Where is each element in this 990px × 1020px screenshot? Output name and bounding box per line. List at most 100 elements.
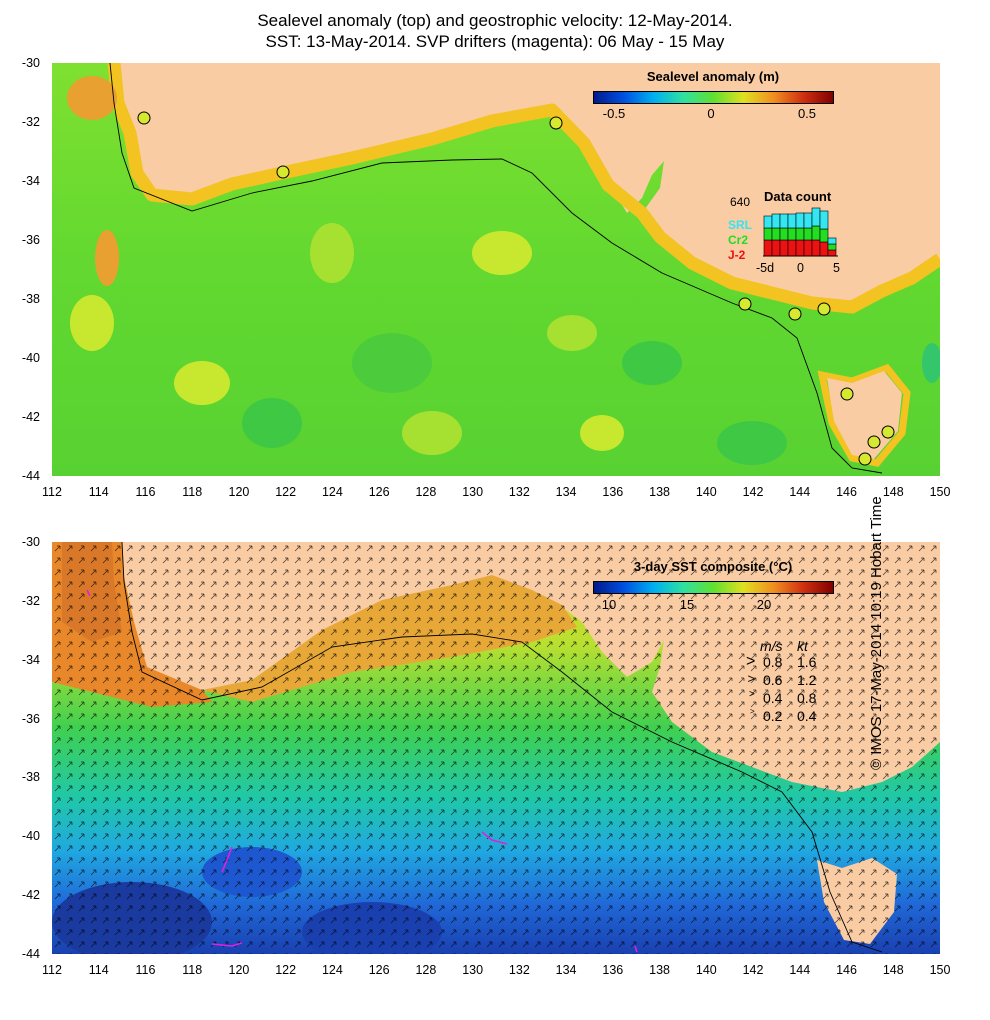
sst-colorbar (593, 581, 834, 594)
lat-tick-label: -34 (21, 652, 40, 667)
data-count-axis-0: 0 (797, 261, 804, 275)
lat-tick-label: -36 (21, 711, 40, 726)
velocity-legend-kt: 1.2 (797, 672, 817, 688)
lat-tick-label: -40 (21, 351, 40, 365)
lon-tick-label: 116 (135, 485, 156, 499)
sea-level-anomaly-map (52, 63, 940, 476)
lon-tick-label: 140 (695, 485, 717, 499)
data-count-bar (763, 227, 773, 241)
velocity-legend-arrow: > (747, 671, 756, 686)
data-count-bar (787, 213, 797, 229)
lon-tick-label: 146 (836, 963, 857, 977)
lon-tick-label: 144 (789, 485, 811, 499)
data-count-bar (771, 227, 781, 241)
data-count-bar (811, 225, 821, 241)
data-count-bar (779, 227, 789, 241)
data-count-bar (763, 239, 773, 257)
lon-tick-label: 122 (275, 963, 297, 977)
data-count-bar (763, 215, 773, 229)
lon-tick-label: 138 (649, 963, 670, 977)
lon-tick-label: 148 (882, 485, 904, 499)
sst-tick-10: 10 (601, 597, 617, 612)
sea-level-anomaly-graphic (52, 63, 940, 476)
lon-tick-label: 118 (182, 485, 203, 499)
data-count-bar (803, 239, 813, 257)
lat-tick-label: -36 (21, 233, 40, 247)
data-count-bar (819, 228, 829, 243)
sst-graphic (52, 542, 940, 954)
lon-tick-label: 114 (88, 485, 109, 499)
data-count-axis-5: 5 (833, 261, 840, 275)
data-count-series-srl: SRL (728, 218, 752, 232)
lon-tick-label: 144 (789, 963, 811, 977)
data-count-bar (771, 239, 781, 257)
lon-tick-label: 122 (275, 485, 297, 499)
lat-tick-label: -44 (21, 469, 40, 483)
sst-colorbar-title: 3-day SST composite (°C) (633, 559, 793, 574)
lon-tick-label: 124 (321, 485, 343, 499)
lon-tick-label: 112 (42, 963, 62, 977)
sla-colorbar (593, 91, 834, 104)
lat-tick-label: -30 (21, 56, 40, 70)
lon-tick-label: 118 (182, 963, 203, 977)
lon-tick-label: 142 (742, 963, 764, 977)
data-count-bar (795, 227, 805, 241)
lon-tick-label: 150 (929, 963, 951, 977)
velocity-legend-kt: 0.4 (797, 708, 817, 724)
lon-tick-label: 150 (929, 485, 951, 499)
lat-tick-label: -40 (21, 829, 40, 844)
copyright-notice: © IMOS 17-May-2014 10:19 Hobart Time (868, 496, 885, 770)
lon-tick-label: 148 (882, 963, 904, 977)
lat-tick-label: -34 (21, 174, 40, 188)
lat-tick-label: -38 (21, 770, 40, 785)
data-count-bar (795, 212, 805, 229)
lon-tick-label: 128 (415, 485, 437, 499)
data-count-max: 640 (730, 195, 751, 209)
sla-tick-zero: 0 (707, 106, 715, 121)
data-count-bar (827, 237, 837, 245)
lon-tick-label: 114 (88, 963, 109, 977)
lat-tick-label: -30 (21, 535, 40, 549)
lon-tick-label: 112 (42, 485, 62, 499)
data-count-bar (827, 249, 837, 257)
data-count-bar (779, 213, 789, 229)
lon-tick-label: 134 (555, 485, 577, 499)
data-count-bar (803, 227, 813, 241)
lon-tick-label: 146 (836, 485, 857, 499)
data-count-bar (819, 210, 829, 230)
lon-tick-label: 128 (415, 963, 437, 977)
data-count-series-j2: J-2 (728, 248, 746, 262)
data-count-bar (787, 239, 797, 257)
lon-tick-label: 120 (228, 485, 250, 499)
lon-tick-label: 124 (321, 963, 343, 977)
data-count-axis-minus5: -5d (756, 261, 775, 275)
coastal-high-band (107, 63, 940, 314)
data-count-title: Data count (764, 189, 832, 204)
velocity-legend-ms: 0.8 (763, 654, 783, 670)
lon-tick-label: 134 (555, 963, 577, 977)
lat-tick-label: -32 (21, 115, 40, 129)
lon-tick-label: 130 (462, 963, 484, 977)
data-count-bar (811, 207, 821, 227)
sst-map (52, 542, 940, 954)
lon-tick-label: 126 (368, 485, 390, 499)
lon-tick-label: 132 (508, 485, 530, 499)
velocity-legend-ms-header: m/s (760, 638, 783, 654)
sla-tick-neg: -0.5 (602, 106, 626, 121)
data-count-bar (795, 239, 805, 257)
lon-tick-label: 140 (695, 963, 717, 977)
data-count-bar (827, 243, 837, 251)
continental-shelf-line (109, 63, 883, 474)
velocity-legend-kt-header: kt (797, 638, 808, 654)
lon-tick-label: 142 (742, 485, 764, 499)
title-line-1: Sealevel anomaly (top) and geostrophic v… (257, 11, 733, 30)
velocity-legend-arrow: > (750, 707, 755, 716)
lon-tick-label: 120 (228, 963, 250, 977)
lat-tick-label: -44 (21, 947, 40, 961)
lat-tick-label: -42 (21, 888, 40, 903)
tasmania-coastal-band (817, 363, 911, 467)
lat-tick-label: -32 (21, 593, 40, 608)
velocity-legend-arrow: > (746, 653, 756, 670)
sst-tick-20: 20 (756, 597, 772, 612)
lon-tick-label: 132 (508, 963, 530, 977)
